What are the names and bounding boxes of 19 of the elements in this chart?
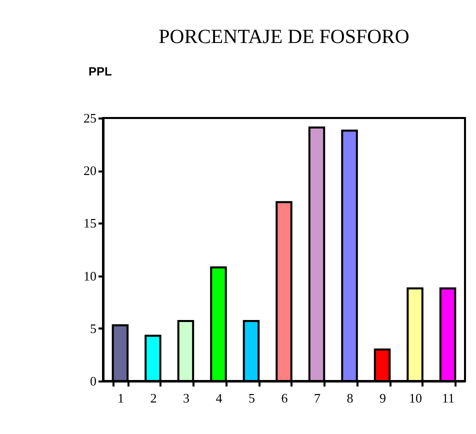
y-tick-label: 15 [84,216,96,231]
y-tick-label: 0 [90,374,96,388]
y-tick-label: 10 [84,268,96,284]
x-tick-label: 7 [314,390,322,406]
x-tick-label: 8 [346,390,354,406]
x-tick-label: 9 [380,390,386,406]
x-tick-label: 3 [182,390,190,406]
y-tick-label: 20 [84,163,96,178]
chart-title: PORCENTAJE DE FOSFORO [158,26,410,48]
x-tick-label: 11 [442,390,455,406]
y-tick-label: 5 [90,320,96,336]
y-axis-title: PPL [88,64,112,78]
x-tick-label: 5 [248,390,255,406]
x-tick-label: 10 [409,390,422,406]
x-tick-label: 2 [150,390,157,406]
x-tick-label: 6 [281,390,288,406]
y-tick-label: 25 [84,110,96,126]
x-tick-label: 4 [216,390,223,406]
x-tick-label: 1 [117,390,124,406]
